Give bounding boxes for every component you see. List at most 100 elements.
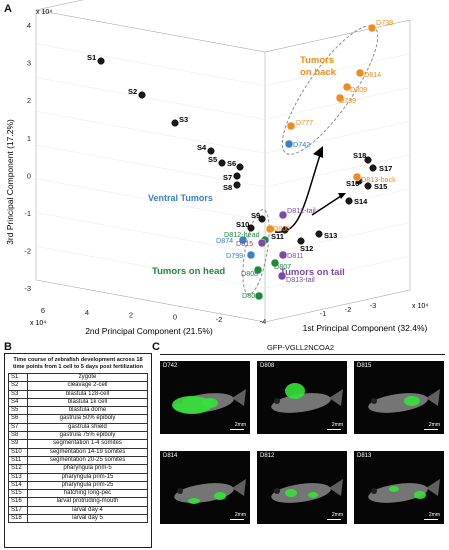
x-axis-label: 1st Principal Component (32.4%) [303,323,428,333]
point-d777 [286,121,296,131]
point-d742 [284,139,294,149]
stage-description: cleavage 2-cell [27,381,148,391]
point-d738 [367,23,377,33]
point-label-d812-tail: D812-tail [287,206,316,215]
point-s12 [297,237,305,245]
point-s13 [315,230,323,238]
z-tick-label: 2 [27,96,31,105]
stage-description: hatching long-pec [27,489,148,499]
grid-line [264,87,411,120]
label-tumors-on-head: Tumors on head [152,266,225,277]
grid-line [264,53,411,86]
point-label-d813-tail: D813-tail [286,275,315,284]
panel-b-letter: B [4,341,12,353]
grid-line [35,43,266,86]
table-row: S8 gastrula 75% epiboly [8,431,148,441]
label-ventral-tumors: Ventral Tumors [148,193,213,203]
point-label-s2: S2 [128,87,137,96]
table-row: S16 larval protruding-mouth [8,497,148,507]
label-tumors-on-back-line2: on back [300,67,337,78]
point-label-d815: D815 [236,239,253,248]
point-s5 [218,159,226,167]
z-tick-label: -2 [24,247,31,256]
stage-id: S4 [8,397,28,408]
scale-label: 2mm [234,512,246,518]
point-s7 [233,172,241,180]
scale-bar [230,519,244,520]
point-d813-tail [277,271,287,281]
point-label-d813-back: D813-back [361,175,396,184]
stage-id: S8 [8,431,28,441]
table-row: S5 blastula dome [8,406,148,416]
fish-id-label: D813 [357,453,372,459]
curved-arrow [274,154,321,233]
z-tick-label: -1 [24,209,31,218]
grid-line [35,212,266,255]
stage-id: S3 [8,389,28,399]
point-s15 [364,182,372,190]
trajectory-arrows [274,146,346,233]
table-row: S12 pharyngula prim-5 [8,464,148,474]
grid-line [264,188,411,221]
stage-description: pharyngula prim-5 [27,464,148,474]
y-tick-label: 6 [41,306,45,315]
point-label-d739: D739 [339,96,356,105]
point-s9 [258,215,266,223]
scale-bar [230,429,244,430]
grid-line [264,222,411,255]
scale-bar [327,519,341,520]
tick-labels: 4 3 2 1 0 -1 -2 -3 6 4 2 0 -2 -4 -1 -2 -3 [24,21,376,326]
fish-id-label: D812 [260,453,275,459]
point-d800 [265,224,275,234]
point-label-s6: S6 [227,159,236,168]
stage-description: blastula dome [27,406,148,416]
stage-id: S11 [8,455,28,466]
point-label-s15: S15 [374,182,387,191]
grid-line [264,256,411,289]
scale-label: 2mm [331,512,343,518]
stage-id: S5 [8,406,28,416]
point-d811 [278,250,288,260]
stage-description: larval protruding-mouth [27,497,148,507]
stage-id: S16 [8,497,28,507]
z-multiplier: x 10⁴ [36,9,52,16]
table-row: S1 zygote [8,372,148,383]
point-s8 [233,181,241,189]
stage-id: S12 [8,464,28,474]
stage-description: segmentation 1-4 somites [27,439,148,449]
scale-label: 2mm [331,422,343,428]
point-s14 [345,197,353,205]
stage-id: S2 [8,381,28,391]
y-tick-label: 0 [173,313,177,322]
scale-bar [424,519,438,520]
point-s6 [236,163,244,171]
z-tick-label: 3 [27,59,31,68]
stage-description: pharyngula prim-25 [27,480,148,491]
grid-line [35,111,266,154]
stage-id: S17 [8,505,28,516]
label-tumors-on-tail: Tumors on tail [280,267,345,278]
fish-image-d812: D812 2mm [257,451,347,524]
stage-table-box: Time course of zebrafish development acr… [4,353,152,548]
stage-id: S7 [8,422,28,433]
stage-table-header: Time course of zebrafish development acr… [13,357,143,370]
point-label-d800: D800 [273,224,290,233]
y-multiplier: x 10⁴ [30,320,46,327]
point-s17 [369,164,377,172]
point-d813-back [352,172,362,182]
table-row: S10 segmentation 14-19 somites [8,447,148,457]
point-label-s14: S14 [354,197,368,206]
point-s10 [247,224,255,232]
point-label-d814: D814 [364,70,381,79]
fish-drawing [271,479,343,503]
stage-table: S1 zygote S2 cleavage 2-cell S3 blastula 128-… [8,372,148,524]
point-s3 [171,119,179,127]
table-row: S11 segmentation 20-25 somites [8,455,148,466]
stage-id: S15 [8,489,28,499]
point-label-s8: S8 [223,183,232,192]
stage-id: S18 [8,514,28,524]
point-label-d801: D801 [242,291,259,300]
fish-id-label: D814 [163,453,178,459]
y-tick-label: 4 [85,308,89,317]
